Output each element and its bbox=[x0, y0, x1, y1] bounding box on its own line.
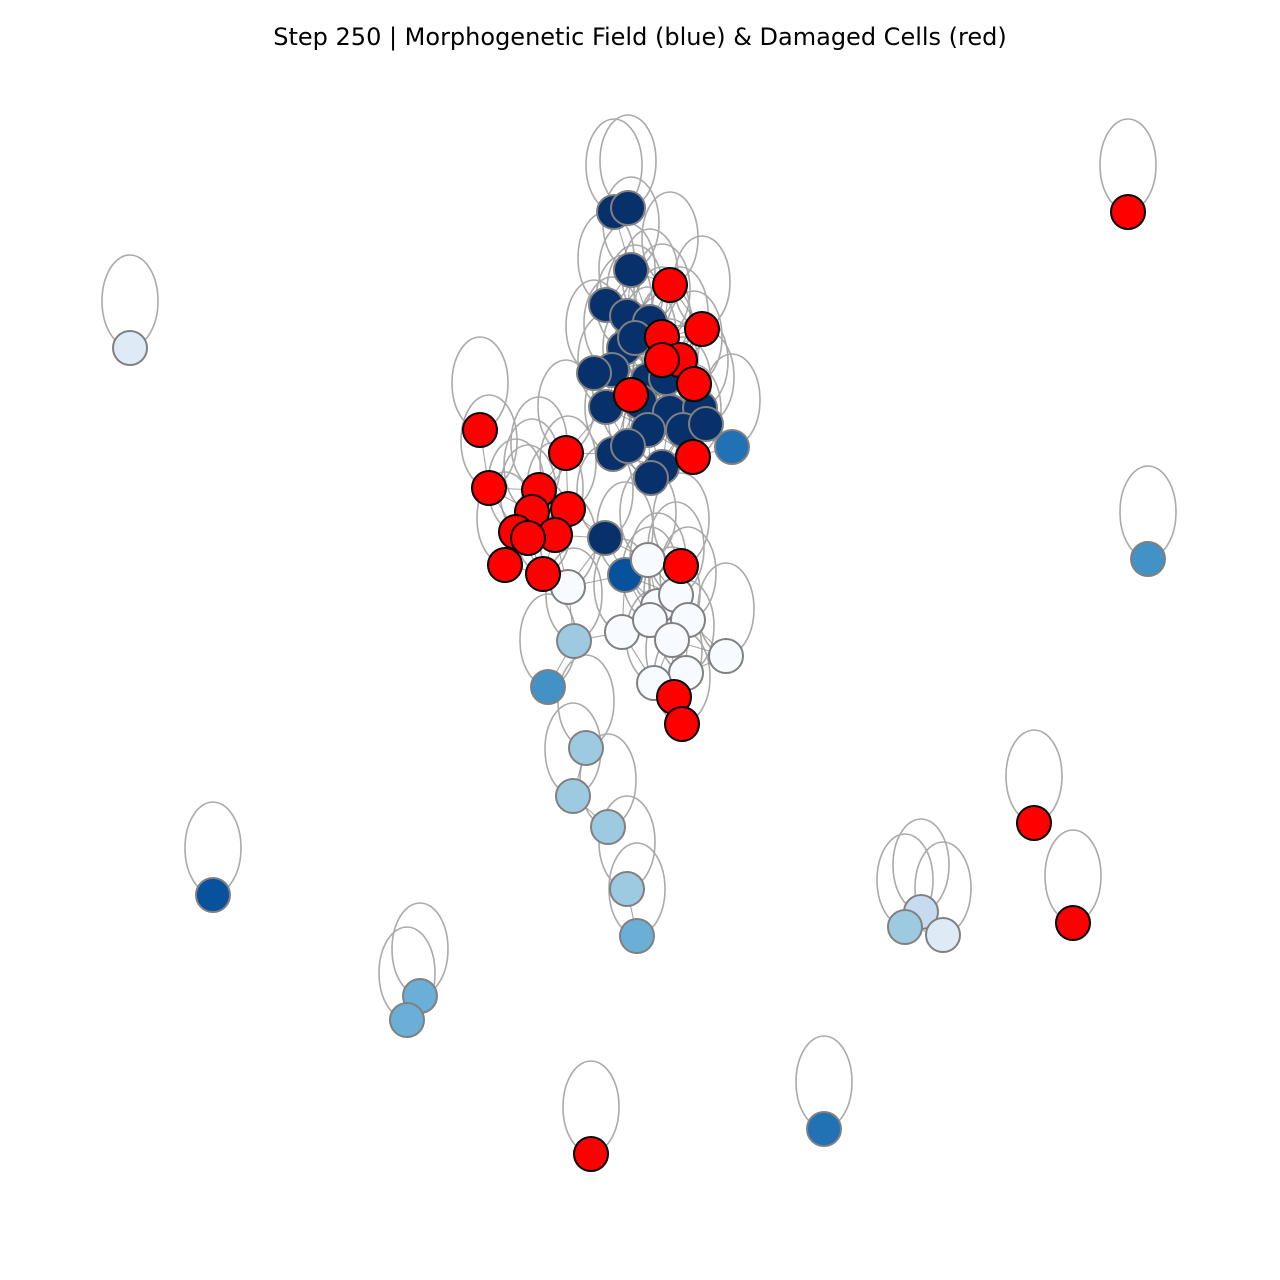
field-cell-node bbox=[619, 918, 655, 954]
damaged-cell-node bbox=[684, 311, 720, 347]
damaged-cell-node bbox=[462, 412, 498, 448]
damaged-cell-node bbox=[675, 439, 711, 475]
damaged-cell-node bbox=[663, 548, 699, 584]
damaged-cell-node bbox=[573, 1136, 609, 1172]
field-cell-node bbox=[389, 1002, 425, 1038]
damaged-cell-node bbox=[613, 377, 649, 413]
field-cell-node bbox=[587, 520, 623, 556]
damaged-cell-node bbox=[525, 556, 561, 592]
field-cell-node bbox=[633, 460, 669, 496]
damaged-cell-node bbox=[1016, 805, 1052, 841]
damaged-cell-node bbox=[1055, 905, 1091, 941]
field-cell-node bbox=[590, 809, 626, 845]
damaged-cell-node bbox=[652, 267, 688, 303]
field-cell-node bbox=[195, 877, 231, 913]
field-cell-node bbox=[555, 778, 591, 814]
field-cell-node bbox=[1130, 541, 1166, 577]
field-cell-node bbox=[530, 669, 566, 705]
field-cell-node bbox=[806, 1111, 842, 1147]
damaged-cell-node bbox=[487, 547, 523, 583]
damaged-cell-node bbox=[664, 706, 700, 742]
field-cell-node bbox=[613, 252, 649, 288]
field-cell-node bbox=[610, 190, 646, 226]
damaged-cell-node bbox=[644, 342, 680, 378]
field-cell-node bbox=[112, 330, 148, 366]
nodes bbox=[112, 190, 1166, 1172]
field-cell-node bbox=[654, 622, 690, 658]
field-cell-node bbox=[887, 909, 923, 945]
field-cell-node bbox=[609, 871, 645, 907]
field-cell-node bbox=[688, 406, 724, 442]
field-cell-node bbox=[714, 429, 750, 465]
damaged-cell-node bbox=[510, 520, 546, 556]
field-cell-node bbox=[556, 623, 592, 659]
figure-title: Step 250 | Morphogenetic Field (blue) & … bbox=[273, 23, 1007, 51]
damaged-cell-node bbox=[1110, 194, 1146, 230]
field-cell-node bbox=[708, 638, 744, 674]
field-cell-node bbox=[610, 428, 646, 464]
damaged-cell-node bbox=[471, 470, 507, 506]
field-cell-node bbox=[568, 730, 604, 766]
damaged-cell-node bbox=[676, 366, 712, 402]
field-cell-node bbox=[925, 917, 961, 953]
field-cell-node bbox=[630, 542, 666, 578]
damaged-cell-node bbox=[548, 435, 584, 471]
field-cell-node bbox=[576, 355, 612, 391]
